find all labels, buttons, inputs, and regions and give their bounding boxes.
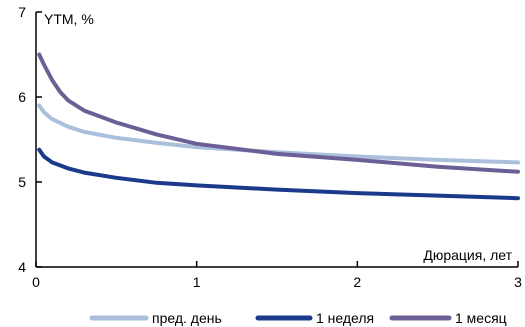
legend: пред. день 1 неделя 1 месяц xyxy=(89,310,507,326)
legend-label-1: пред. день xyxy=(152,310,222,326)
x-tick-label: 3 xyxy=(514,274,522,290)
ticks-layer: 4 5 6 7 0 1 2 3 xyxy=(18,4,522,290)
series-layer xyxy=(37,52,520,201)
y-axis-title: YTM, % xyxy=(44,11,94,27)
y-tick-label: 7 xyxy=(18,4,26,20)
series-line-2 xyxy=(37,147,520,201)
y-tick-label: 6 xyxy=(18,89,26,105)
legend-label-2: 1 неделя xyxy=(316,310,374,326)
series-line-3 xyxy=(37,52,520,174)
series-line-1 xyxy=(37,103,520,165)
x-tick-label: 0 xyxy=(32,274,40,290)
legend-label-3: 1 месяц xyxy=(455,310,507,326)
x-tick-label: 1 xyxy=(193,274,201,290)
y-tick-label: 4 xyxy=(18,259,26,275)
x-axis-title: Дюрация, лет xyxy=(423,247,512,263)
x-tick-label: 2 xyxy=(353,274,361,290)
y-tick-label: 5 xyxy=(18,174,26,190)
